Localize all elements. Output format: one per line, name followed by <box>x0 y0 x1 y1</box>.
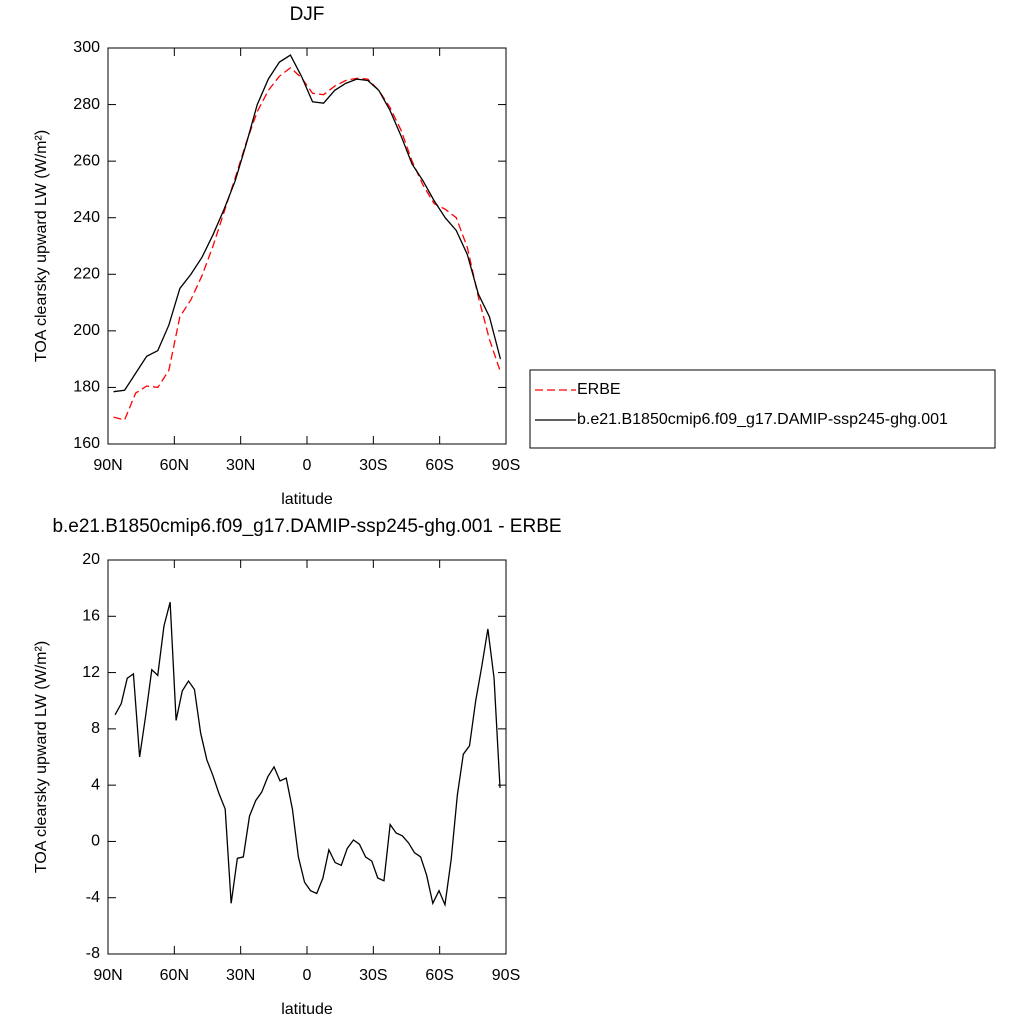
x-tick-label: 90S <box>492 457 520 474</box>
y-tick-label: 260 <box>73 152 100 169</box>
y-tick-label: 4 <box>91 776 100 793</box>
y-tick-label: 200 <box>73 322 100 339</box>
x-tick-label: 90N <box>93 457 122 474</box>
x-axis-label: latitude <box>281 491 333 508</box>
y-tick-label: 0 <box>91 833 100 850</box>
x-tick-label: 60S <box>425 457 453 474</box>
x-tick-label: 30N <box>226 967 255 984</box>
x-tick-label: 90N <box>93 967 122 984</box>
x-tick-label: 0 <box>303 967 312 984</box>
x-tick-label: 90S <box>492 967 520 984</box>
legend-label: ERBE <box>577 381 621 398</box>
y-axis-label: TOA clearsky upward LW (W/m²) <box>33 641 50 873</box>
y-tick-label: 20 <box>82 551 100 568</box>
chart-title: b.e21.B1850cmip6.f09_g17.DAMIP-ssp245-gh… <box>52 516 561 537</box>
y-tick-label: 8 <box>91 720 100 737</box>
x-tick-label: 30S <box>359 967 387 984</box>
y-tick-label: 300 <box>73 39 100 56</box>
x-tick-label: 60N <box>160 457 189 474</box>
x-axis-label: latitude <box>281 1001 333 1018</box>
y-tick-label: 280 <box>73 96 100 113</box>
plot-frame <box>107 47 507 445</box>
y-tick-label: 16 <box>82 608 100 625</box>
chart-title: DJF <box>290 4 325 25</box>
x-tick-label: 60S <box>425 967 453 984</box>
y-tick-label: 240 <box>73 209 100 226</box>
y-tick-label: 12 <box>82 664 100 681</box>
legend-box <box>529 369 996 449</box>
x-tick-label: 60N <box>160 967 189 984</box>
y-axis-label: TOA clearsky upward LW (W/m²) <box>33 130 50 362</box>
data-line <box>113 54 502 393</box>
y-tick-label: 220 <box>73 266 100 283</box>
data-line <box>113 66 502 421</box>
y-tick-label: 160 <box>73 435 100 452</box>
y-tick-label: -8 <box>86 945 100 962</box>
x-tick-label: 30N <box>226 457 255 474</box>
legend-label: b.e21.B1850cmip6.f09_g17.DAMIP-ssp245-gh… <box>577 411 948 428</box>
data-line <box>114 602 501 908</box>
y-tick-label: 180 <box>73 379 100 396</box>
y-tick-label: -4 <box>86 889 100 906</box>
x-tick-label: 30S <box>359 457 387 474</box>
x-tick-label: 0 <box>303 457 312 474</box>
